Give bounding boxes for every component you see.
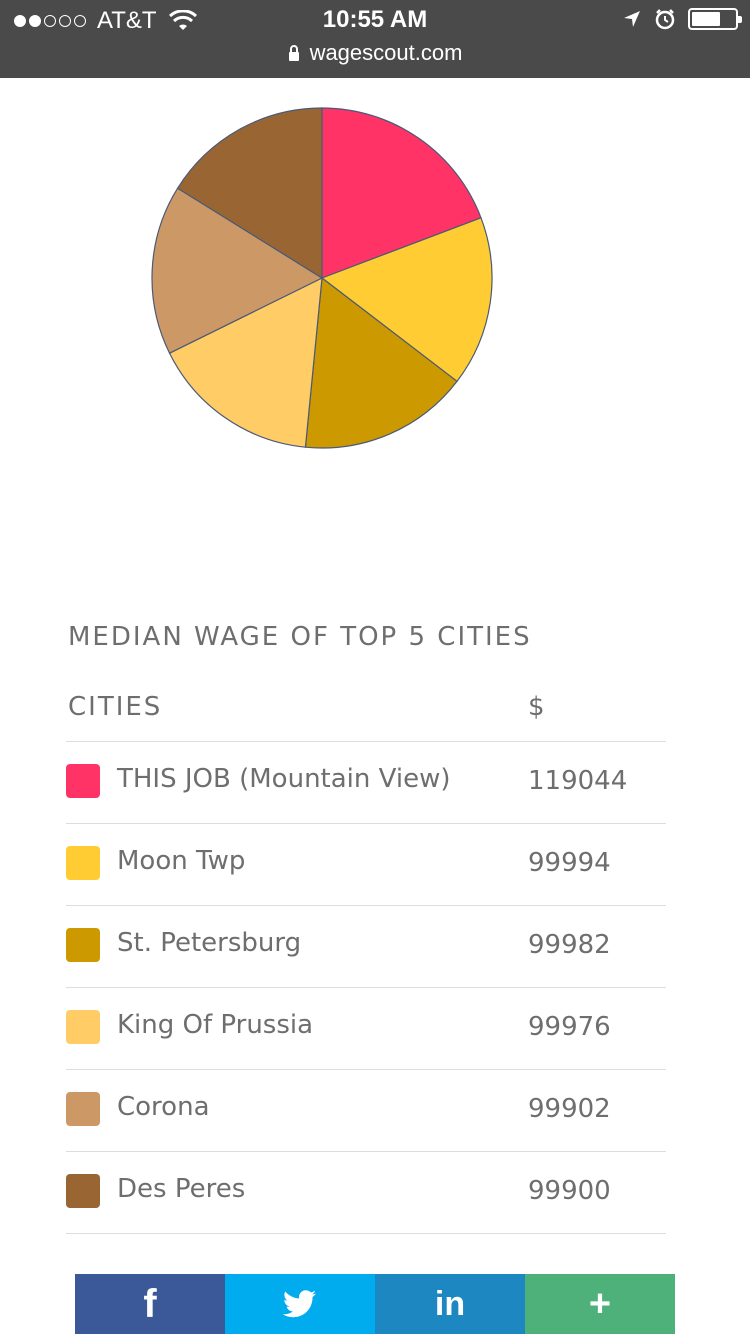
facebook-share-button[interactable]: f: [75, 1274, 225, 1334]
linkedin-icon: in: [434, 1284, 466, 1323]
city-name: St. Petersburg: [117, 928, 302, 958]
linkedin-share-button[interactable]: in: [375, 1274, 525, 1334]
address-bar[interactable]: wagescout.com: [0, 40, 750, 66]
table-row: St. Petersburg 99982: [66, 906, 666, 988]
pie-slice: [321, 107, 482, 279]
more-share-button[interactable]: +: [525, 1274, 675, 1334]
median-wage: 99900: [528, 1176, 611, 1206]
color-swatch: [66, 1010, 100, 1044]
color-swatch: [66, 1092, 100, 1126]
pie-slice: [304, 276, 458, 449]
city-name: Moon Twp: [117, 846, 246, 876]
color-swatch: [66, 764, 100, 798]
status-bar: AT&T 10:55 AM wagescout.com: [0, 0, 750, 78]
twitter-share-button[interactable]: [225, 1274, 375, 1334]
facebook-icon: f: [143, 1281, 157, 1326]
column-header-cities: CITIES: [68, 692, 163, 722]
url-text: wagescout.com: [309, 40, 463, 65]
pie-slice: [168, 276, 323, 448]
lock-icon: [288, 45, 299, 61]
median-wage: 99902: [528, 1094, 611, 1124]
table-row: THIS JOB (Mountain View) 119044: [66, 742, 666, 824]
city-name: King Of Prussia: [117, 1010, 314, 1040]
pie-slice: [151, 187, 324, 354]
clock: 10:55 AM: [322, 6, 428, 33]
share-bar: f in +: [75, 1274, 675, 1334]
section-title: MEDIAN WAGE OF TOP 5 CITIES: [68, 622, 532, 652]
location-arrow-icon: [624, 11, 640, 27]
city-name: Des Peres: [117, 1174, 246, 1204]
column-header-value: $: [528, 692, 545, 722]
table-header: CITIES $: [66, 690, 666, 742]
signal-strength-icon: [14, 15, 89, 27]
table-row: Des Peres 99900: [66, 1152, 666, 1234]
status-icons: [622, 8, 742, 30]
plus-icon: +: [588, 1282, 612, 1325]
table-row: King Of Prussia 99976: [66, 988, 666, 1070]
table-row: Moon Twp 99994: [66, 824, 666, 906]
color-swatch: [66, 1174, 100, 1208]
color-swatch: [66, 928, 100, 962]
carrier-area: AT&T: [14, 6, 197, 36]
pie-slice: [320, 217, 493, 383]
median-wage: 99976: [528, 1012, 611, 1042]
median-wage: 99994: [528, 848, 611, 878]
color-swatch: [66, 846, 100, 880]
pie-chart: [150, 106, 494, 450]
wifi-icon: [168, 10, 197, 30]
median-wage: 119044: [528, 766, 628, 796]
twitter-bird-icon: [283, 1290, 316, 1318]
median-wage: 99982: [528, 930, 611, 960]
table-body: THIS JOB (Mountain View) 119044 Moon Twp…: [66, 742, 666, 1234]
city-name: THIS JOB (Mountain View): [117, 764, 451, 794]
battery-icon: [688, 8, 742, 30]
pie-chart-svg: [151, 107, 493, 449]
pie-slice: [176, 107, 323, 280]
city-name: Corona: [117, 1092, 210, 1122]
alarm-clock-icon: [655, 9, 675, 30]
table-row: Corona 99902: [66, 1070, 666, 1152]
carrier-name: AT&T: [97, 7, 157, 34]
